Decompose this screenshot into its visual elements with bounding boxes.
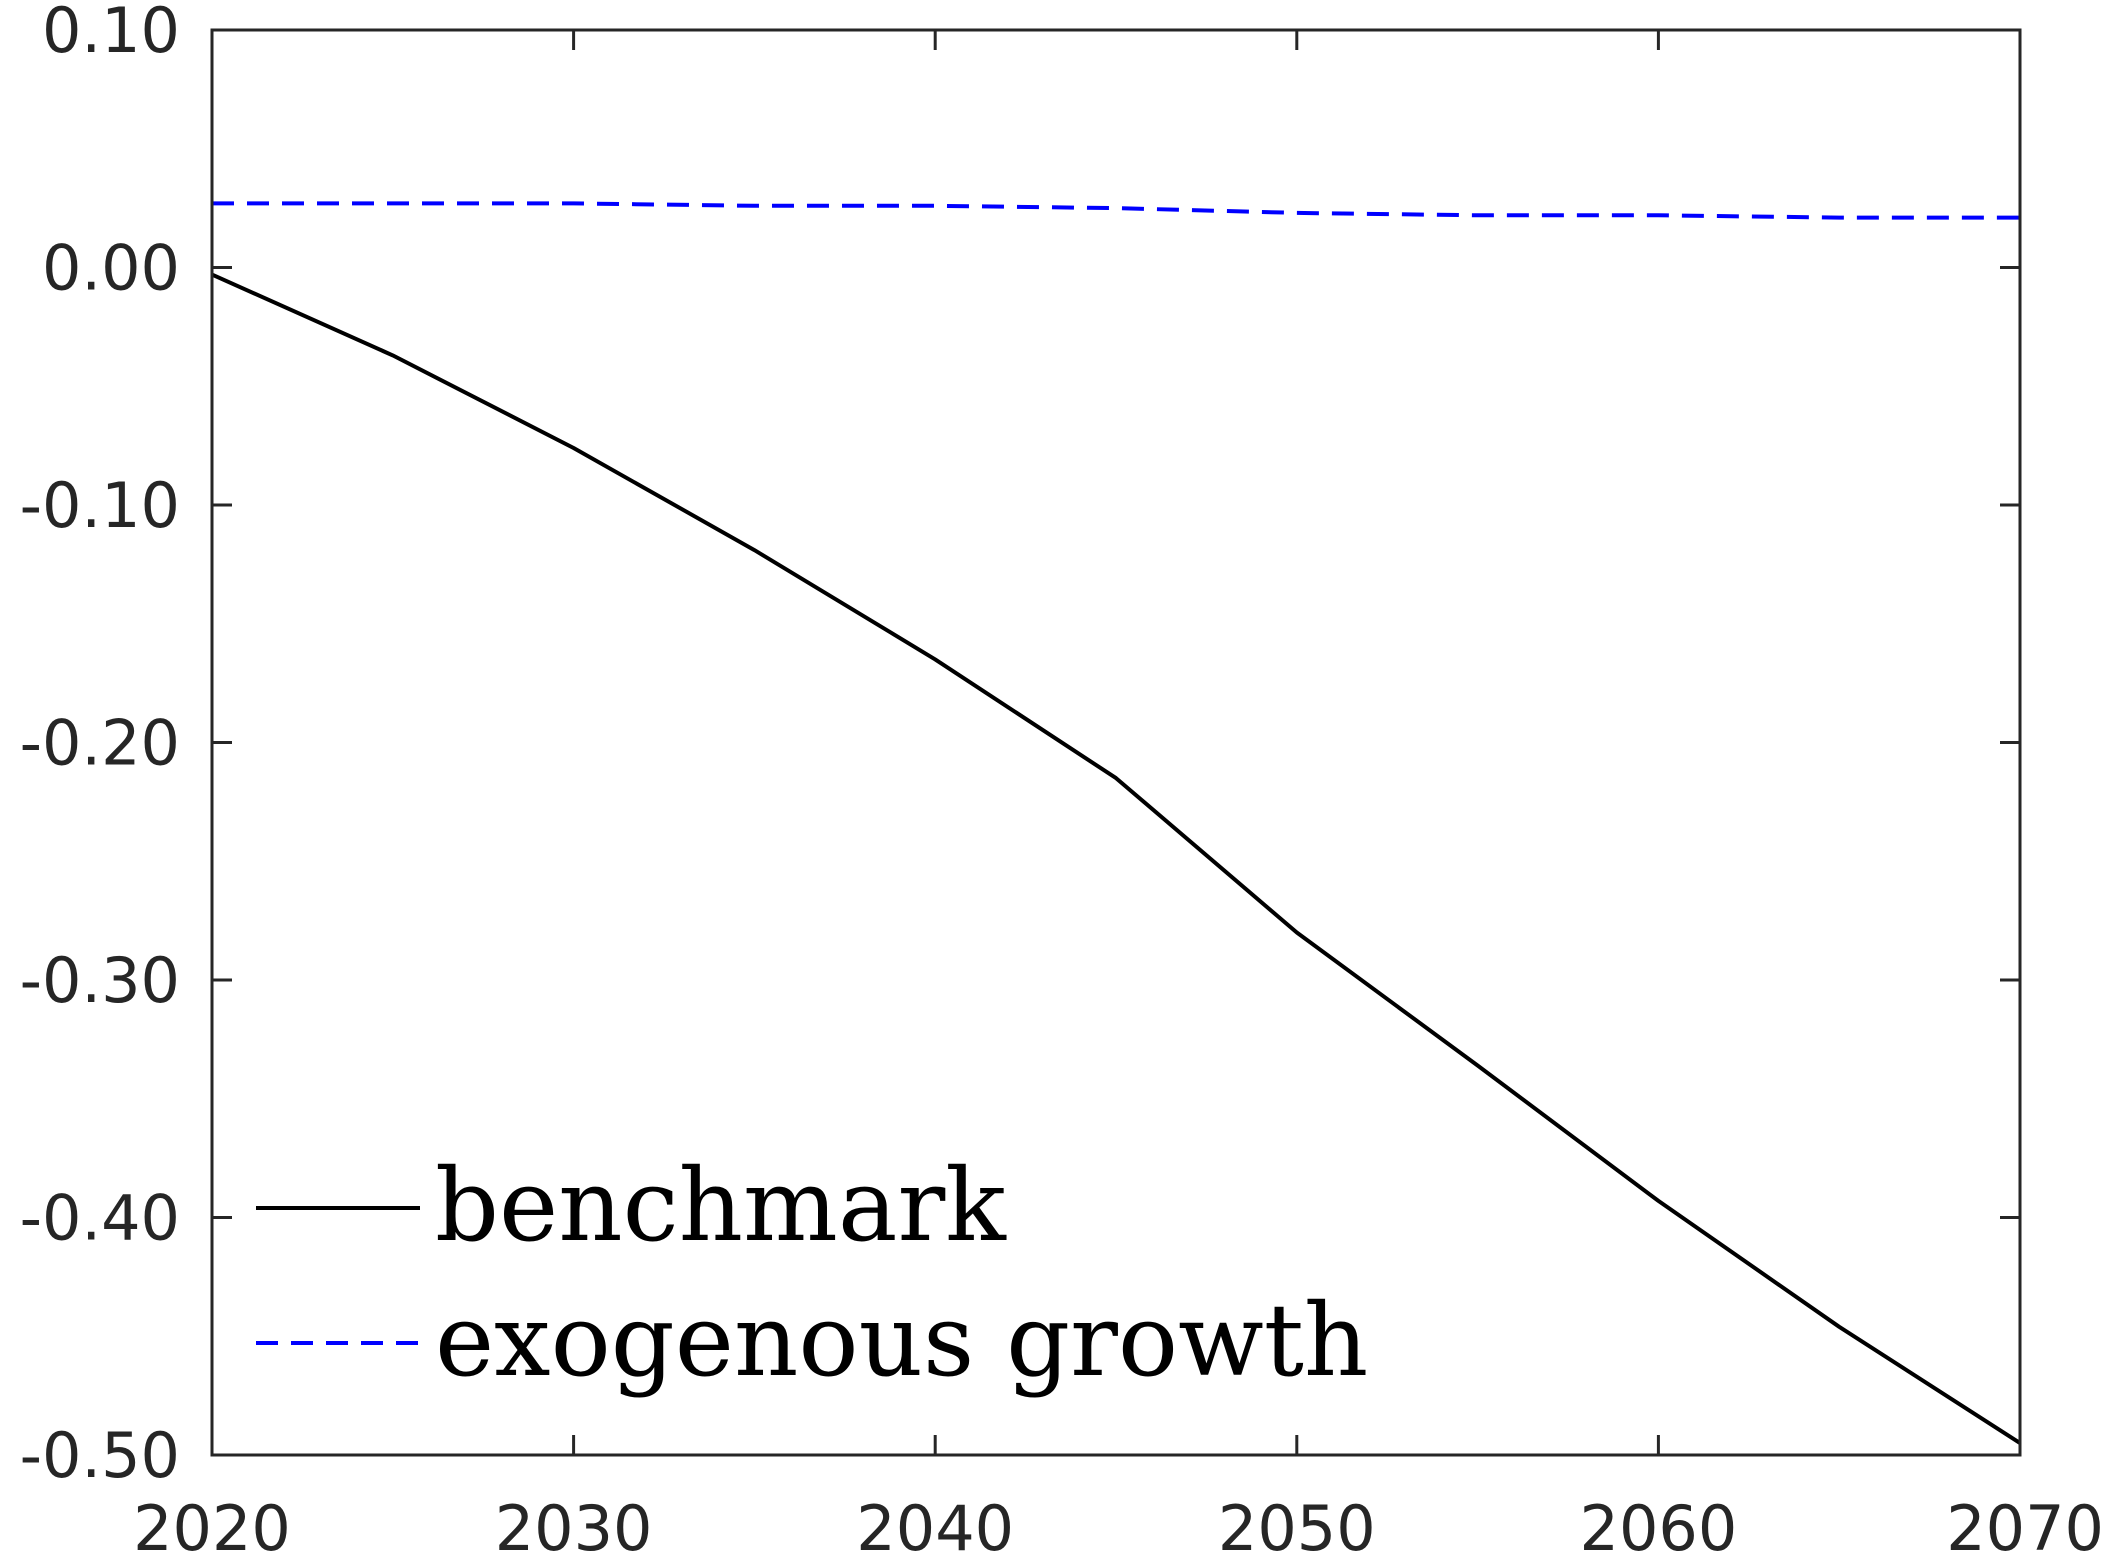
y-tick-label: -0.40 xyxy=(20,1182,180,1255)
x-tick-label: 2050 xyxy=(1218,1492,1376,1554)
x-tick-label: 2070 xyxy=(1946,1492,2104,1554)
series-line-exogenous-growth xyxy=(212,201,2020,220)
y-tick-labels: 0.10 0.00 -0.10 -0.20 -0.30 -0.40 -0.50 xyxy=(20,0,180,1492)
legend: benchmark exogenous growth xyxy=(256,1147,1368,1399)
x-tick-label: 2060 xyxy=(1580,1492,1738,1554)
y-tick-label: -0.30 xyxy=(20,944,180,1017)
y-tick-label: 0.00 xyxy=(42,232,180,305)
y-tick-label: -0.20 xyxy=(20,707,180,780)
x-tick-labels: 2020 2030 2040 2050 2060 2070 xyxy=(133,1492,2104,1554)
x-tick-label: 2040 xyxy=(856,1492,1014,1554)
series-line-benchmark xyxy=(211,272,2022,1445)
legend-label: benchmark xyxy=(435,1147,1007,1264)
y-tick-label: -0.50 xyxy=(20,1419,180,1492)
x-tick-label: 2020 xyxy=(133,1492,291,1554)
axes-box xyxy=(210,28,2022,1457)
x-tick-label: 2030 xyxy=(495,1492,653,1554)
legend-label: exogenous growth xyxy=(435,1282,1368,1399)
series-layer xyxy=(211,201,2022,1445)
plot-area xyxy=(212,30,2020,1455)
y-tick-label: -0.10 xyxy=(20,469,180,542)
y-tick-label: 0.10 xyxy=(42,0,180,67)
